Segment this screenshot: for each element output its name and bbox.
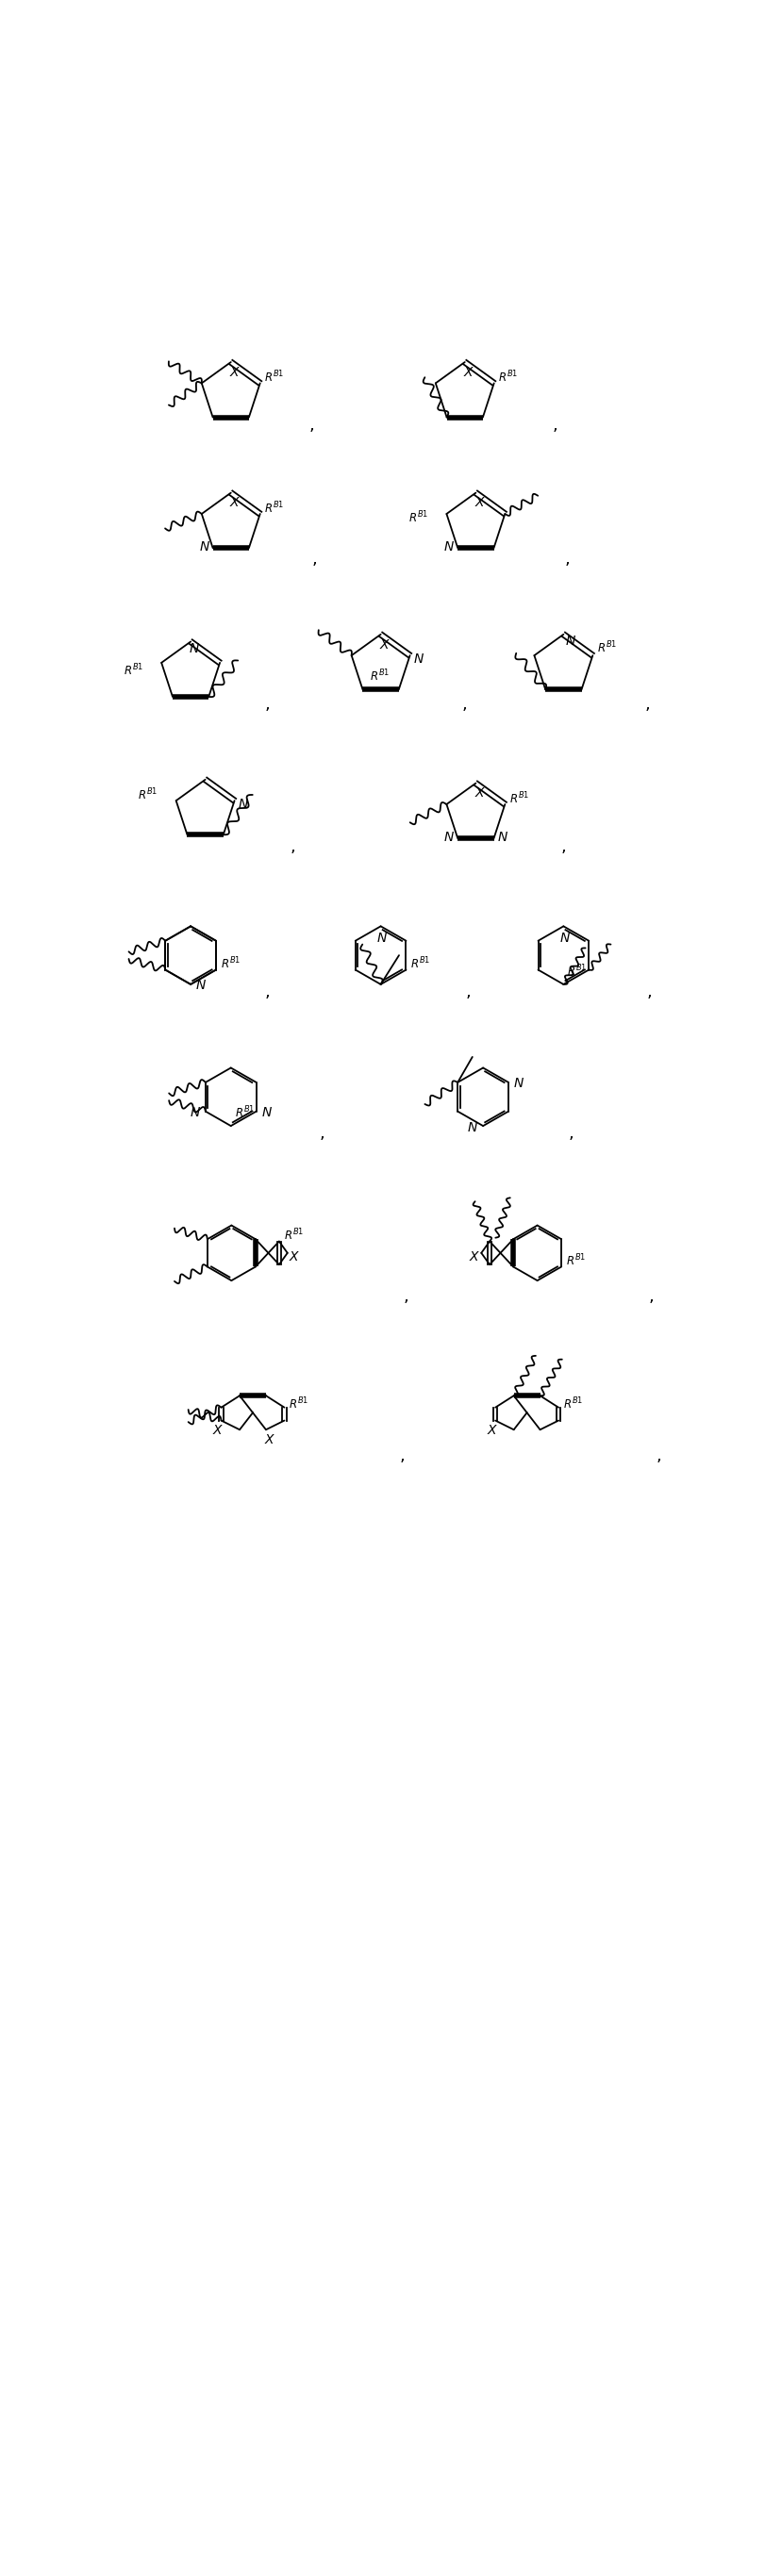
Text: X: X [464, 366, 473, 379]
Text: N: N [444, 829, 454, 842]
Text: X: X [230, 497, 239, 510]
Text: N: N [196, 979, 206, 992]
Text: X: X [213, 1425, 222, 1437]
Text: ,: , [552, 417, 558, 433]
Text: N: N [468, 1121, 477, 1133]
Text: ,: , [290, 837, 296, 855]
Text: N: N [498, 829, 507, 842]
Text: ,: , [400, 1448, 405, 1466]
Text: $R^{B1}$: $R^{B1}$ [265, 368, 285, 386]
Text: X: X [487, 1425, 496, 1437]
Text: X: X [265, 1432, 274, 1448]
Text: ,: , [265, 984, 270, 999]
Text: $R^{B1}$: $R^{B1}$ [563, 1396, 583, 1412]
Text: ,: , [565, 551, 570, 569]
Text: ,: , [404, 1288, 409, 1306]
Text: $R^{B1}$: $R^{B1}$ [509, 791, 529, 806]
Text: X: X [475, 497, 484, 510]
Text: N: N [560, 933, 570, 945]
Text: $R^{B1}$: $R^{B1}$ [597, 641, 617, 657]
Text: ,: , [265, 696, 270, 714]
Text: ,: , [568, 1126, 574, 1141]
Text: N: N [444, 541, 454, 554]
Text: $R^{B1}$: $R^{B1}$ [235, 1105, 255, 1121]
Text: $R^{B1}$: $R^{B1}$ [288, 1396, 309, 1412]
Text: N: N [377, 933, 387, 945]
Text: ,: , [466, 984, 471, 999]
Text: N: N [239, 799, 248, 811]
Text: $R^{B1}$: $R^{B1}$ [123, 662, 143, 677]
Text: N: N [566, 636, 576, 649]
Text: $R^{B1}$: $R^{B1}$ [369, 670, 389, 685]
Text: N: N [199, 541, 209, 554]
Text: ,: , [656, 1448, 661, 1466]
Text: $R^{B1}$: $R^{B1}$ [566, 1252, 586, 1270]
Text: N: N [262, 1105, 272, 1121]
Text: $R^{B1}$: $R^{B1}$ [567, 963, 587, 979]
Text: ,: , [649, 1288, 654, 1306]
Text: $R^{B1}$: $R^{B1}$ [220, 956, 240, 971]
Text: $R^{B1}$: $R^{B1}$ [498, 368, 519, 386]
Text: X: X [470, 1249, 478, 1262]
Text: $R^{B1}$: $R^{B1}$ [284, 1229, 304, 1244]
Text: N: N [514, 1077, 523, 1090]
Text: $R^{B1}$: $R^{B1}$ [265, 500, 285, 515]
Text: ,: , [561, 837, 566, 855]
Text: N: N [190, 641, 199, 654]
Text: X: X [380, 639, 389, 652]
Text: $R^{B1}$: $R^{B1}$ [409, 510, 428, 526]
Text: ,: , [312, 551, 317, 569]
Text: ,: , [308, 417, 314, 433]
Text: $R^{B1}$: $R^{B1}$ [138, 788, 158, 804]
Text: ,: , [646, 984, 652, 999]
Text: X: X [475, 786, 484, 801]
Text: X: X [289, 1249, 298, 1262]
Text: N: N [190, 1105, 200, 1121]
Text: ,: , [462, 696, 467, 714]
Text: N: N [414, 652, 424, 665]
Text: $R^{B1}$: $R^{B1}$ [411, 956, 431, 971]
Text: ,: , [320, 1126, 325, 1141]
Text: ,: , [645, 696, 650, 714]
Text: X: X [230, 366, 239, 379]
